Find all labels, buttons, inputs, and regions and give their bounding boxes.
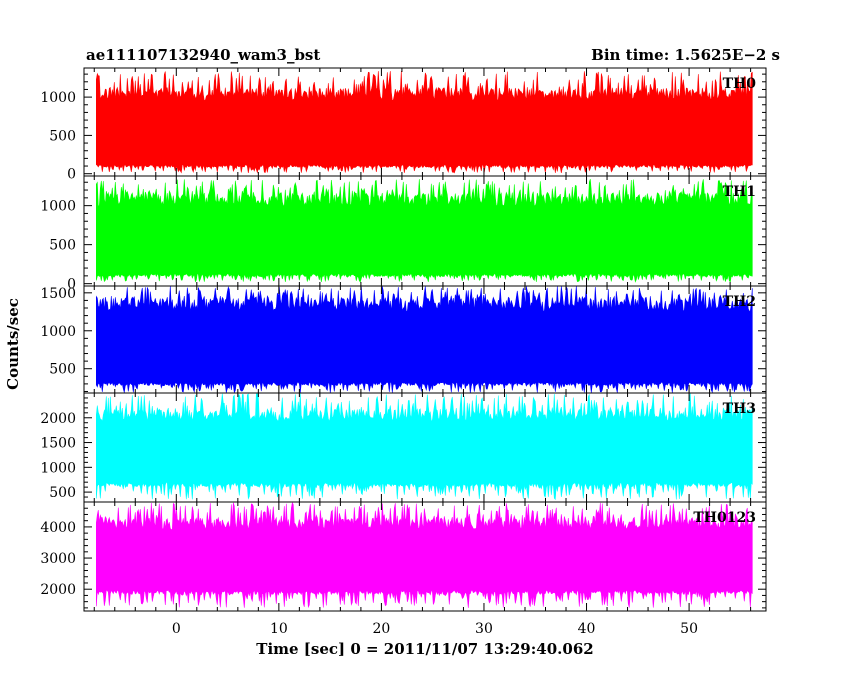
- panel-label-th2: TH2: [723, 294, 756, 310]
- y-tick-label: 0: [67, 277, 76, 293]
- y-tick-label: 1000: [40, 199, 76, 215]
- x-tick-label: 30: [475, 621, 493, 637]
- y-tick-label: 2000: [40, 411, 76, 427]
- y-tick-label: 4000: [40, 520, 76, 536]
- panel-frame: [83, 501, 767, 612]
- x-tick-label: 20: [372, 621, 390, 637]
- y-tick-label: 500: [49, 485, 76, 501]
- panel-th0123: 2000 3000 4000 TH0123: [40, 501, 767, 612]
- series-th2: [96, 286, 753, 393]
- x-axis-label: Time [sec] 0 = 2011/11/07 13:29:40.062: [256, 640, 593, 658]
- panel-th2: 500 1000 1500 TH2: [40, 285, 767, 394]
- x-tick-label: 10: [270, 621, 288, 637]
- y-tick-label: 500: [49, 128, 76, 144]
- y-tick-label: 1500: [40, 286, 76, 302]
- series-th0123: [96, 502, 753, 609]
- panels-group: 0 500 1000 TH0 0 500 1000 TH1 500 1000 1500 TH2 500 1…: [40, 67, 767, 612]
- panel-label-th3: TH3: [723, 401, 756, 417]
- panel-th1: 0 500 1000 TH1: [40, 175, 767, 293]
- y-axis-label: Counts/sec: [4, 298, 22, 390]
- y-tick-label: 3000: [40, 551, 76, 567]
- y-tick-label: 1000: [40, 460, 76, 476]
- chart-subtitle: Bin time: 1.5625E−2 s: [591, 46, 780, 64]
- x-axis-tick-labels: 0 10 20 30 40 50: [172, 621, 698, 637]
- panel-label-th1: TH1: [723, 184, 756, 200]
- x-tick-label: 40: [578, 621, 596, 637]
- y-tick-label: 2000: [40, 582, 76, 598]
- y-tick-label: 1000: [40, 90, 76, 106]
- panel-th0: 0 500 1000 TH0: [40, 67, 767, 183]
- y-tick-label: 1500: [40, 436, 76, 452]
- y-tick-label: 0: [67, 167, 76, 183]
- y-tick-label: 500: [49, 238, 76, 254]
- panel-label-th0123: TH0123: [693, 510, 756, 526]
- x-tick-label: 50: [680, 621, 698, 637]
- chart-title: ae111107132940_wam3_bst: [86, 46, 320, 64]
- panel-label-th0: TH0: [723, 76, 757, 92]
- y-tick-label: 500: [49, 362, 76, 378]
- y-tick-label: 1000: [40, 324, 76, 340]
- series-th1: [96, 179, 753, 283]
- panel-th3: 500 1000 1500 2000 TH3: [40, 392, 767, 503]
- series-th3: [96, 393, 753, 501]
- series-th0: [96, 71, 753, 174]
- x-tick-label: 0: [172, 621, 181, 637]
